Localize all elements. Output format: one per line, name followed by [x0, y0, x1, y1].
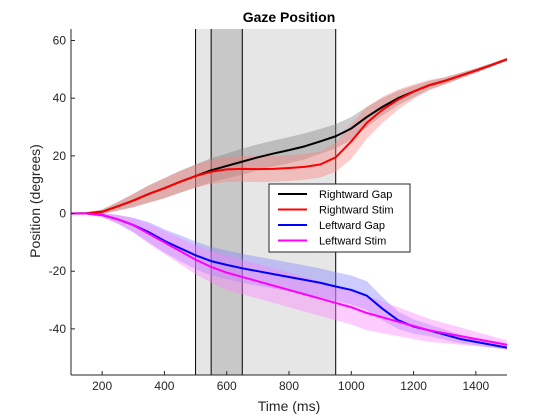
x-tick-label: 200: [92, 379, 112, 393]
y-axis-label: Position (degrees): [27, 144, 43, 258]
legend: Rightward Gap Rightward Stim Leftward Gap L…: [268, 183, 411, 253]
band-leftward-stim: [71, 212, 507, 350]
y-tick-label: 60: [53, 34, 67, 48]
line-leftward-stim: [71, 212, 507, 346]
legend-label-leftward-gap: Leftward Gap: [319, 220, 385, 232]
y-tick-label: 40: [53, 91, 67, 105]
line-rightward-stim: [71, 58, 507, 215]
band-leftward-gap: [71, 212, 507, 350]
x-tick-label: 400: [154, 379, 174, 393]
chart-title: Gaze Position: [243, 9, 336, 25]
series-group: [71, 57, 507, 350]
x-axis-label: Time (ms): [258, 398, 320, 414]
y-tick-label: -20: [49, 264, 67, 278]
x-tick-label: 1200: [400, 379, 427, 393]
x-tick-label: 1000: [338, 379, 365, 393]
shaded-region-2: [211, 29, 243, 375]
legend-label-leftward-stim: Leftward Stim: [319, 236, 386, 248]
x-tick-label: 600: [217, 379, 237, 393]
band-rightward-stim: [71, 57, 507, 215]
legend-label-rightward-gap: Rightward Gap: [319, 189, 392, 201]
y-tick-label: 20: [53, 149, 67, 163]
plot-area: 200 400 600 800 1000 1200 1400 -40 -20 0 20 40 60 Rig…: [49, 29, 507, 393]
x-tick-label: 1400: [463, 379, 490, 393]
y-tick-label: -40: [49, 322, 67, 336]
band-rightward-gap: [71, 57, 507, 215]
y-tick-label: 0: [59, 207, 66, 221]
legend-label-rightward-stim: Rightward Stim: [319, 205, 394, 217]
x-tick-label: 800: [279, 379, 299, 393]
